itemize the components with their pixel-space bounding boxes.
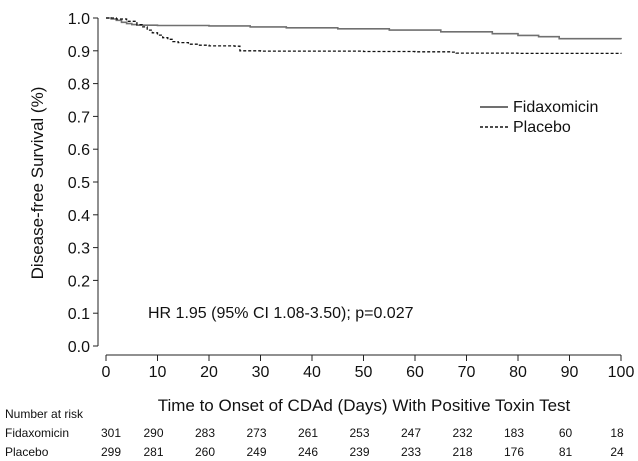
y-tick-label: 0.2 — [68, 273, 90, 290]
series-line-fidaxomicin — [106, 17, 622, 40]
x-tick-label: 100 — [608, 364, 635, 381]
risk-row-label: Placebo — [5, 445, 49, 459]
y-tick-label: 0.3 — [68, 241, 90, 258]
risk-count: 24 — [610, 445, 624, 459]
legend-label-placebo: Placebo — [513, 119, 571, 136]
x-tick-label: 10 — [149, 364, 167, 381]
risk-count: 299 — [101, 445, 121, 459]
legend: Fidaxomicin Placebo — [480, 99, 598, 136]
risk-row-label: Fidaxomicin — [5, 426, 69, 440]
x-tick-label: 30 — [252, 364, 270, 381]
risk-count: 246 — [298, 445, 318, 459]
number-at-risk-table: Number at risk Fidaxomicin 301 290 283 273 26… — [5, 407, 624, 459]
y-axis-label: Disease-free Survival (%) — [28, 87, 47, 280]
risk-count: 247 — [401, 426, 421, 440]
risk-count: 18 — [610, 426, 624, 440]
risk-count: 233 — [401, 445, 421, 459]
risk-count: 253 — [349, 426, 369, 440]
hazard-ratio-annotation: HR 1.95 (95% CI 1.08-3.50); p=0.027 — [148, 305, 414, 322]
risk-count: 273 — [246, 426, 266, 440]
risk-count: 176 — [504, 445, 524, 459]
x-tick-label: 80 — [509, 364, 527, 381]
y-tick-label: 0.9 — [68, 44, 90, 61]
x-tick-label: 50 — [355, 364, 373, 381]
x-tick-label: 70 — [458, 364, 476, 381]
y-tick-label: 0.5 — [68, 175, 90, 192]
risk-count: 281 — [143, 445, 163, 459]
risk-count: 283 — [195, 426, 215, 440]
x-tick-label: 90 — [561, 364, 579, 381]
risk-count: 183 — [504, 426, 524, 440]
y-tick-label: 0.6 — [68, 142, 90, 159]
axes-layer: 0.0 0.1 0.2 0.3 0.4 0.5 0.6 0.7 0.8 0.9 1.0 0 10 20 30… — [68, 11, 635, 381]
x-tick-label: 60 — [406, 364, 424, 381]
risk-count: 218 — [452, 445, 472, 459]
risk-count: 301 — [101, 426, 121, 440]
x-axis-label: Time to Onset of CDAd (Days) With Positi… — [158, 396, 571, 415]
risk-count: 239 — [349, 445, 369, 459]
risk-count: 81 — [559, 445, 573, 459]
risk-count: 249 — [246, 445, 266, 459]
x-tick-label: 0 — [102, 364, 111, 381]
x-tick-label: 40 — [303, 364, 321, 381]
risk-count: 261 — [298, 426, 318, 440]
y-tick-label: 0.1 — [68, 306, 90, 323]
series-layer — [106, 17, 622, 55]
y-tick-label: 0.0 — [68, 339, 90, 356]
y-tick-label: 0.4 — [68, 208, 90, 225]
risk-count: 232 — [452, 426, 472, 440]
risk-count: 290 — [143, 426, 163, 440]
series-line-placebo — [106, 17, 622, 55]
legend-label-fidaxomicin: Fidaxomicin — [513, 99, 598, 116]
x-tick-label: 20 — [200, 364, 218, 381]
risk-count: 60 — [559, 426, 573, 440]
risk-count: 260 — [195, 445, 215, 459]
y-tick-label: 0.8 — [68, 77, 90, 94]
y-tick-label: 0.7 — [68, 109, 90, 126]
risk-table-title: Number at risk — [5, 407, 84, 421]
y-tick-label: 1.0 — [68, 11, 90, 28]
